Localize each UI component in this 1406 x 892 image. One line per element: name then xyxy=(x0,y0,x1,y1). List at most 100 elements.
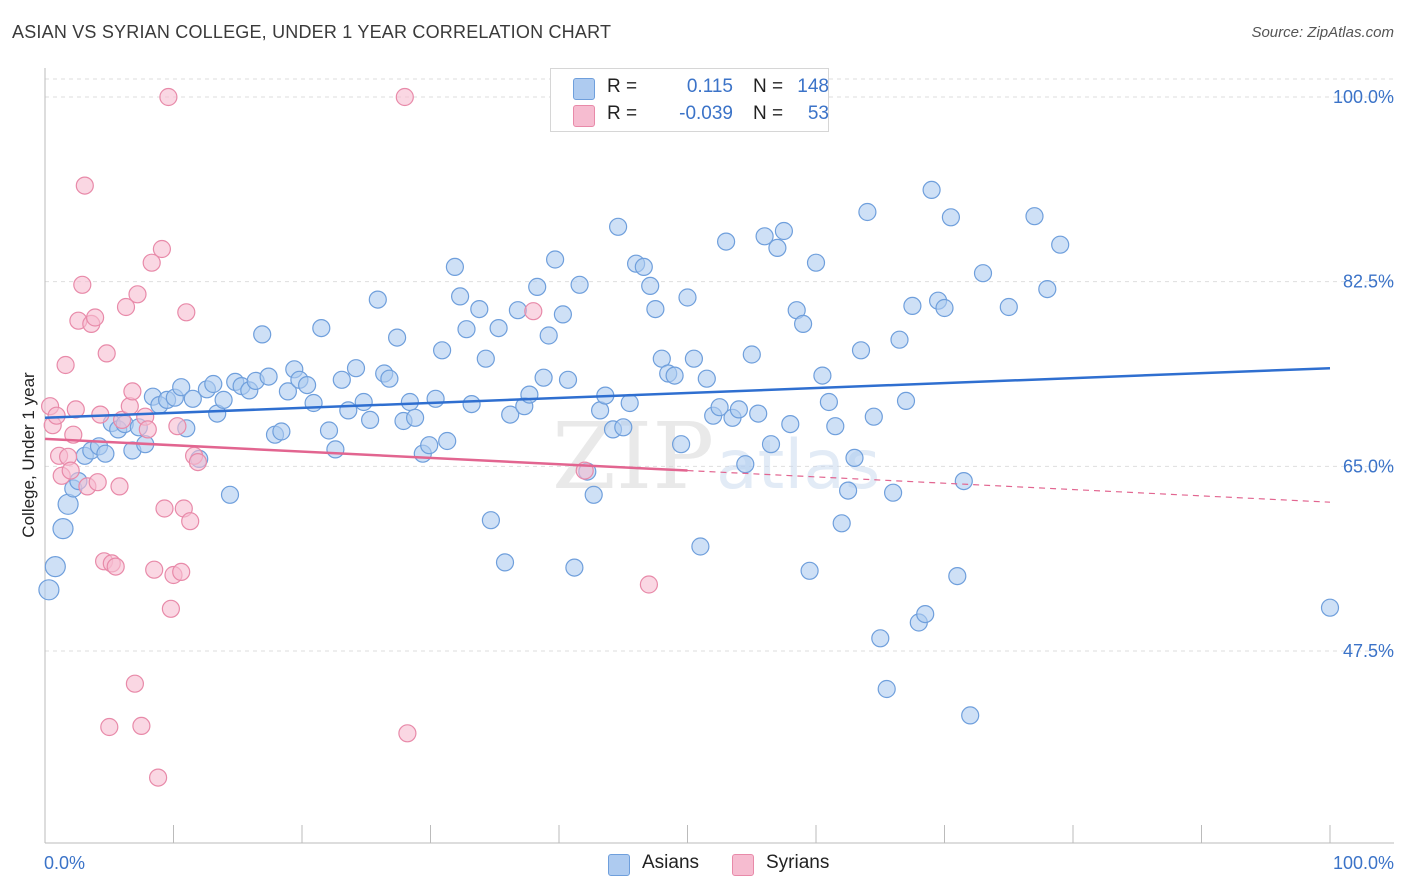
point-asians xyxy=(172,378,191,397)
point-asians xyxy=(528,277,547,296)
point-asians xyxy=(368,290,387,309)
point-asians xyxy=(781,415,800,434)
point-syrians xyxy=(88,473,107,492)
point-syrians xyxy=(138,420,157,439)
point-asians xyxy=(684,349,704,368)
point-asians xyxy=(462,395,481,414)
point-asians xyxy=(380,369,399,388)
point-asians xyxy=(697,369,716,388)
point-asians xyxy=(298,376,317,395)
point-syrians xyxy=(142,253,161,272)
stats-legend: R = 0.115 N = 148 R = -0.039 N = 53 xyxy=(550,68,829,132)
point-asians xyxy=(304,393,323,413)
point-asians xyxy=(954,472,973,491)
point-asians xyxy=(1025,207,1044,226)
y-tick-label: 82.5% xyxy=(1343,272,1394,292)
point-asians xyxy=(1051,235,1070,254)
point-asians xyxy=(558,370,578,389)
point-asians xyxy=(973,264,993,283)
trend-line-asians xyxy=(44,366,1331,420)
point-asians xyxy=(806,253,826,272)
legend-n-value: 148 xyxy=(797,76,829,97)
point-asians xyxy=(749,404,768,423)
point-asians xyxy=(420,436,439,455)
point-syrians xyxy=(73,275,92,294)
point-syrians xyxy=(155,499,174,518)
point-asians xyxy=(539,326,558,345)
axes xyxy=(44,68,1394,844)
point-asians xyxy=(44,555,66,578)
point-asians xyxy=(565,558,584,577)
point-asians xyxy=(183,389,202,408)
chart-title: ASIAN VS SYRIAN COLLEGE, UNDER 1 YEAR CO… xyxy=(12,22,612,42)
point-asians xyxy=(1038,280,1057,299)
point-asians xyxy=(948,566,967,586)
point-syrians xyxy=(66,400,85,419)
point-syrians xyxy=(159,87,178,107)
point-asians xyxy=(508,301,528,320)
point-asians xyxy=(278,382,297,401)
point-asians xyxy=(646,300,665,319)
point-asians xyxy=(916,604,935,624)
point-asians xyxy=(819,392,839,412)
point-asians xyxy=(426,389,445,408)
point-asians xyxy=(361,410,380,429)
point-syrians xyxy=(128,285,147,304)
legend-n-label: N = xyxy=(753,103,784,124)
point-syrians xyxy=(132,716,151,736)
point-asians xyxy=(755,227,774,246)
point-asians xyxy=(716,232,736,251)
point-asians xyxy=(800,561,819,580)
point-asians xyxy=(96,444,115,463)
point-asians xyxy=(768,238,787,257)
point-asians xyxy=(214,390,233,409)
point-syrians xyxy=(123,382,142,401)
legend-r-label: R = xyxy=(607,76,638,97)
point-asians xyxy=(922,180,941,199)
point-asians xyxy=(903,296,922,315)
point-asians xyxy=(813,366,832,385)
point-asians xyxy=(481,511,500,530)
point-asians xyxy=(570,275,589,294)
point-asians xyxy=(826,417,845,436)
point-syrians xyxy=(168,417,187,436)
point-asians xyxy=(495,553,515,572)
point-syrians xyxy=(145,560,164,579)
point-syrians xyxy=(116,297,136,317)
point-asians xyxy=(935,298,954,318)
point-asians xyxy=(489,319,508,338)
point-syrians xyxy=(172,562,191,582)
legend-n-label: N = xyxy=(753,76,784,97)
point-asians xyxy=(896,391,916,410)
point-asians xyxy=(438,431,457,451)
point-asians xyxy=(761,435,781,454)
point-asians xyxy=(634,257,653,276)
point-syrians xyxy=(75,176,94,195)
point-asians xyxy=(346,359,366,378)
point-asians xyxy=(52,517,74,540)
point-syrians xyxy=(47,406,66,425)
point-syrians xyxy=(85,308,105,327)
point-asians xyxy=(729,400,749,419)
point-asians xyxy=(272,422,291,441)
point-asians xyxy=(457,320,476,339)
point-asians xyxy=(553,305,573,324)
point-asians xyxy=(742,345,761,364)
point-asians xyxy=(253,325,272,344)
point-asians xyxy=(326,440,345,459)
point-syrians xyxy=(56,355,75,375)
point-syrians xyxy=(177,303,196,322)
point-asians xyxy=(871,629,890,648)
legend-swatch-syrians xyxy=(573,105,595,127)
bottom-legend-label-asians: Asians xyxy=(642,852,700,873)
point-asians xyxy=(941,208,961,227)
point-asians xyxy=(501,405,520,424)
point-asians xyxy=(883,483,903,502)
point-syrians xyxy=(188,453,207,472)
data-points xyxy=(38,87,1340,787)
point-asians xyxy=(877,679,896,699)
point-asians xyxy=(445,257,464,276)
point-syrians xyxy=(524,302,543,321)
point-syrians xyxy=(125,674,144,693)
